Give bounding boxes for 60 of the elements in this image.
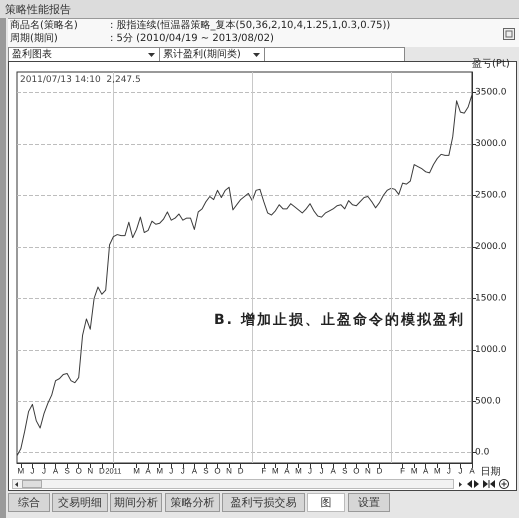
x-tick-label: N	[87, 466, 94, 476]
y-axis-title: 盈亏(Pt)	[472, 58, 510, 70]
text: 商品名(策略名)	[10, 20, 78, 32]
x-tick-label: S	[203, 466, 209, 476]
x-tick-label: A	[52, 466, 59, 476]
x-tick-label: M	[156, 466, 164, 476]
x-tick-label: A	[284, 466, 290, 476]
annotation: B. 增加止损、止盈命令的模拟盈利	[214, 312, 465, 329]
x-tick-label: A	[192, 466, 198, 476]
annotation: 2011/07/13 14:10 2,247.5	[20, 75, 141, 86]
x-tick-label: A	[423, 466, 430, 476]
tab: 交易明细	[52, 493, 108, 512]
x-tick-label: N	[365, 466, 371, 476]
y-tick-label: 1000.0	[475, 344, 507, 355]
x-tick-label: J	[169, 466, 174, 476]
x-tick-label: O	[76, 466, 82, 476]
x-tick-label: O	[214, 466, 221, 476]
x-axis-title: 日期	[480, 466, 501, 478]
x-tick-label: J	[180, 466, 185, 476]
chart-title: 策略性能报告	[5, 3, 71, 16]
x-tick-label: M	[410, 466, 418, 476]
x-tick-label: F	[400, 466, 406, 476]
x-tick-label: M	[295, 466, 302, 476]
x-tick-label: J	[446, 466, 451, 476]
tab: 策略分析	[165, 493, 220, 512]
x-tick-label: A	[145, 466, 152, 476]
y-tick-label: 0.0	[475, 448, 490, 458]
y-tick-label: 3500.0	[475, 88, 507, 98]
text: 周期(期间)	[10, 33, 58, 45]
x-tick-label: N	[226, 466, 232, 476]
tab: 期间分析	[110, 493, 162, 512]
x-tick-label: M	[18, 466, 25, 476]
y-tick-label: 500.0	[475, 396, 502, 406]
x-tick-label: J	[308, 466, 312, 476]
x-tick-label: J	[30, 466, 34, 476]
x-tick-label: D	[98, 466, 105, 476]
x-tick-label: M	[434, 466, 441, 476]
x-tick-label: M	[133, 466, 140, 476]
tab: 盈利亏损交易	[222, 493, 305, 512]
text: : 股指连续(恒温器策略_复本(50,36,2,10,4,1.25,1,0.3,0.75))	[110, 20, 390, 32]
x-tick-label: D	[238, 466, 244, 476]
y-tick-label: 1500.0	[475, 293, 507, 304]
y-tick-label: 2500.0	[475, 190, 507, 200]
y-tick-label: 3000.0	[475, 139, 507, 150]
tab: 综合	[8, 493, 50, 512]
x-tick-label: S	[342, 466, 348, 476]
x-tick-label: M	[272, 466, 280, 476]
x-tick-label: A	[469, 466, 476, 476]
x-tick-label: J	[320, 466, 324, 476]
x-tick-label: J	[458, 466, 462, 476]
tab: 设置	[348, 493, 390, 512]
x-tick-label: A	[330, 466, 337, 476]
x-tick-label: J	[42, 466, 46, 476]
x-tick-label: O	[353, 466, 360, 476]
text: : 5分 (2010/04/19 ~ 2013/08/02)	[110, 33, 274, 45]
x-tick-label: F	[261, 466, 266, 476]
y-tick-label: 2000.0	[475, 242, 507, 252]
tab: 图	[307, 493, 345, 512]
x-tick-label: D	[376, 466, 383, 476]
x-tick-label: S	[64, 466, 70, 476]
